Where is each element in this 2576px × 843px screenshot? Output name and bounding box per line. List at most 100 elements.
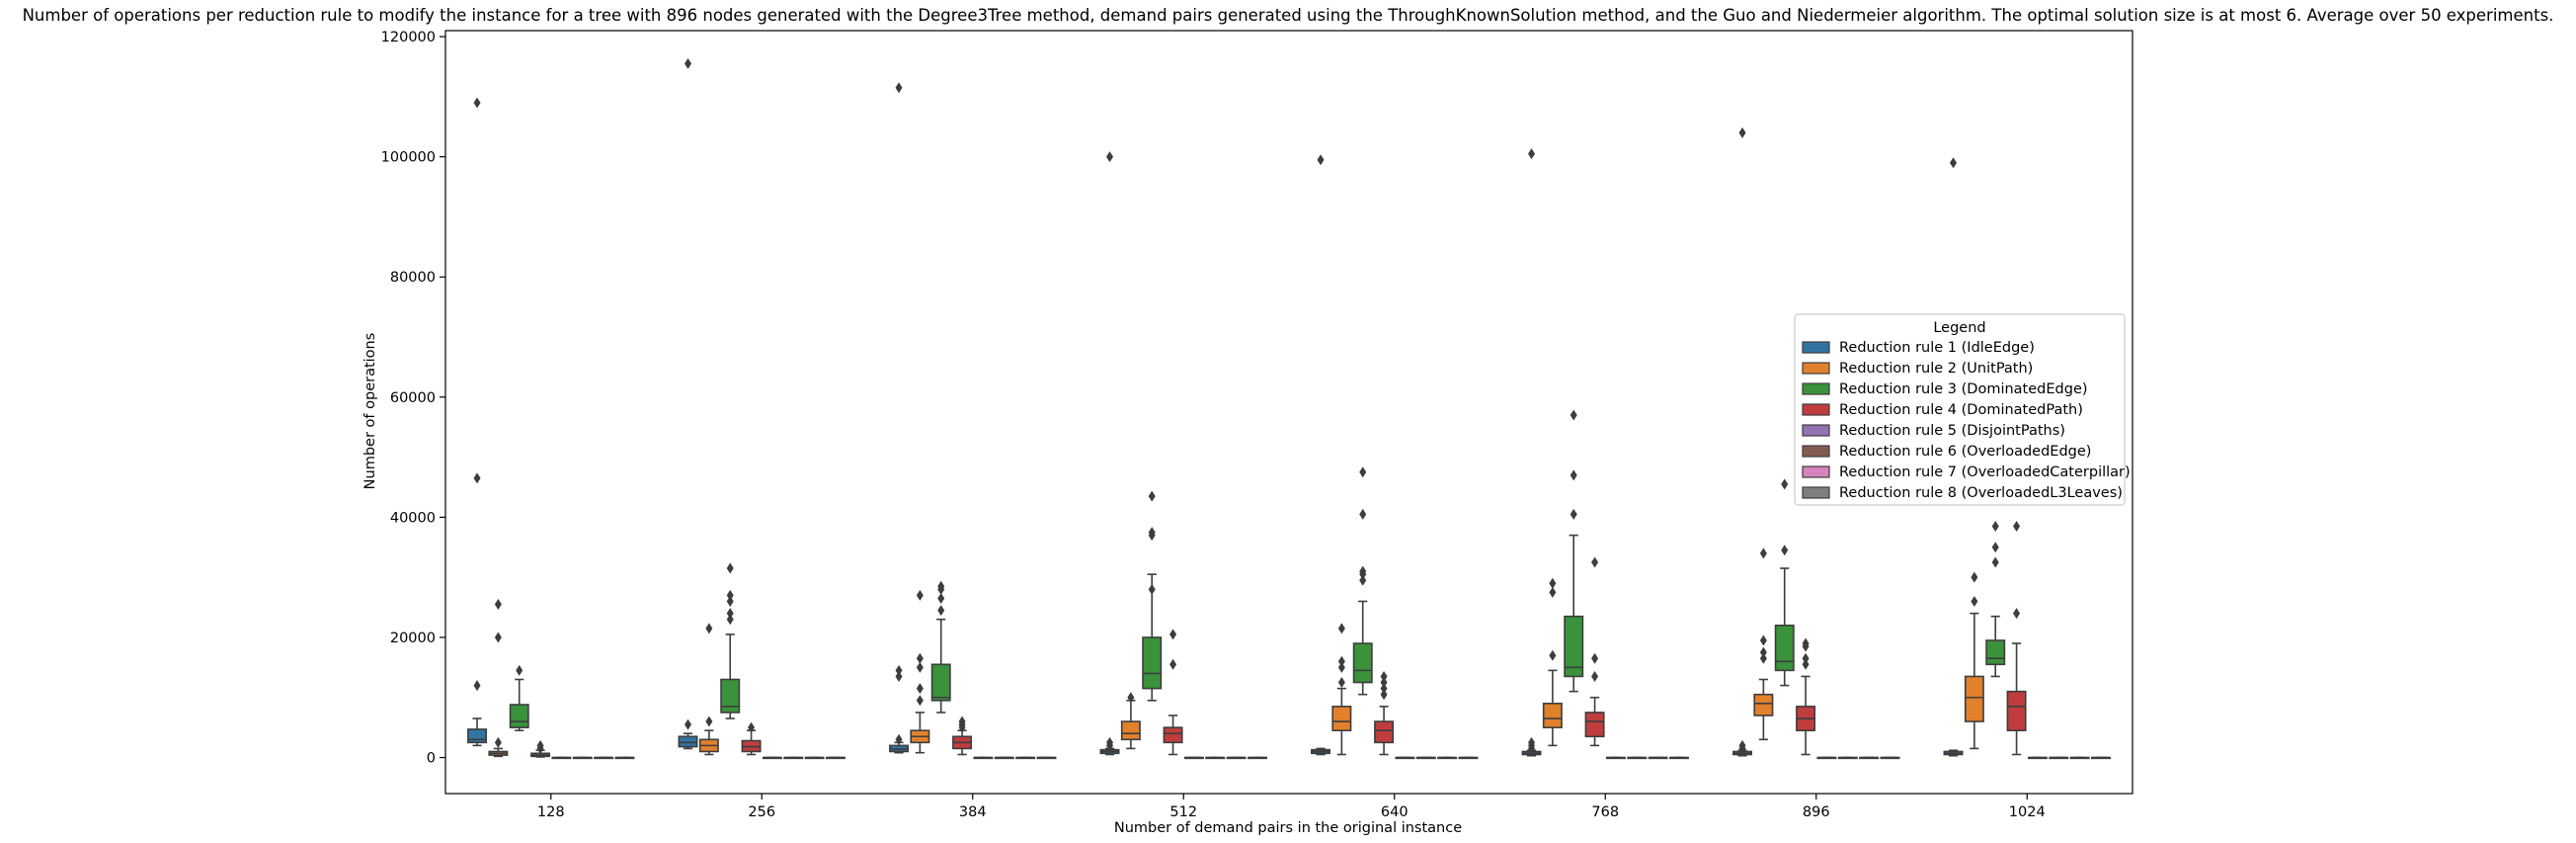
legend-title: Legend <box>1933 320 1985 336</box>
outlier-marker <box>1971 595 1978 607</box>
outlier-marker <box>1380 683 1388 695</box>
box-body <box>1352 642 1373 684</box>
box-384-rule-3 <box>930 580 951 714</box>
outlier-marker <box>1317 154 1325 166</box>
box-256-rule-8 <box>825 756 845 760</box>
box-384-rule-8 <box>1036 756 1057 760</box>
outlier-marker <box>1991 556 1999 568</box>
outlier-marker <box>1991 542 1999 553</box>
x-tick-label: 1024 <box>2009 804 2046 820</box>
box-640-rule-8 <box>1458 756 1479 760</box>
legend-entry-label: Reduction rule 1 (IdleEdge) <box>1839 340 2035 356</box>
box-512-rule-7 <box>1226 756 1247 760</box>
outlier-marker <box>937 580 945 592</box>
outlier-marker <box>1549 649 1557 661</box>
box-256-rule-7 <box>804 756 825 760</box>
legend-entry-label: Reduction rule 8 (OverloadedL3Leaves) <box>1839 485 2123 501</box>
x-axis-label: Number of demand pairs in the original i… <box>1114 820 1462 836</box>
outlier-marker <box>895 664 903 676</box>
box-896-rule-4 <box>1796 637 1816 756</box>
box-384-rule-1 <box>889 82 909 754</box>
legend-entry-label: Reduction rule 3 (DominatedEdge) <box>1839 381 2088 397</box>
outlier-marker <box>937 605 945 617</box>
outlier-marker <box>1359 565 1367 577</box>
box-896-rule-2 <box>1753 548 1774 741</box>
outlier-marker <box>1971 571 1978 583</box>
outlier-marker <box>1380 677 1388 689</box>
legend-swatch <box>1802 362 1830 375</box>
outlier-marker <box>1337 677 1345 689</box>
outlier-marker <box>1570 469 1577 481</box>
box-body <box>678 735 698 748</box>
outlier-marker <box>473 97 481 109</box>
box-128-rule-7 <box>594 756 614 760</box>
box-640-rule-3 <box>1352 466 1373 696</box>
outlier-marker <box>916 589 924 601</box>
outlier-marker <box>494 736 502 748</box>
outlier-marker <box>916 683 924 695</box>
outlier-marker <box>473 680 481 692</box>
chart-title: Number of operations per reduction rule … <box>23 6 2554 25</box>
y-tick-label: 40000 <box>390 510 436 526</box>
outlier-marker <box>684 57 692 69</box>
outlier-marker <box>1528 736 1536 748</box>
box-512-rule-4 <box>1163 629 1183 756</box>
legend-frame <box>1794 313 2126 506</box>
box-512-rule-3 <box>1142 490 1163 702</box>
outlier-marker <box>1337 623 1345 634</box>
outlier-marker <box>916 661 924 673</box>
box-512-rule-8 <box>1248 756 1267 760</box>
outlier-marker <box>1759 634 1767 646</box>
outlier-marker <box>1549 577 1557 589</box>
outlier-marker <box>1950 157 1958 169</box>
outlier-marker <box>494 632 502 643</box>
box-body <box>1331 706 1352 731</box>
outlier-marker <box>473 472 481 484</box>
box-128-rule-1 <box>467 97 488 747</box>
y-tick-label: 0 <box>427 751 436 767</box>
x-tick-label: 640 <box>1381 804 1409 820</box>
box-1024-rule-3 <box>1985 520 2006 678</box>
box-512-rule-2 <box>1120 692 1141 750</box>
outlier-marker <box>1148 527 1156 539</box>
box-128-rule-6 <box>572 756 593 760</box>
box-body <box>1964 675 1984 722</box>
outlier-marker <box>1106 151 1114 163</box>
box-256-rule-3 <box>720 562 741 719</box>
legend-swatch <box>1802 465 1830 478</box>
legend-swatch <box>1802 486 1830 499</box>
outlier-marker <box>916 652 924 664</box>
outlier-marker <box>536 739 544 751</box>
box-256-rule-4 <box>741 721 762 756</box>
box-768-rule-4 <box>1584 556 1605 747</box>
box-128-rule-3 <box>509 664 529 731</box>
box-body <box>930 663 951 702</box>
box-128-rule-2 <box>488 599 509 758</box>
y-tick-label: 120000 <box>381 30 436 45</box>
legend-swatch <box>1802 382 1830 395</box>
box-384-rule-2 <box>910 589 930 754</box>
box-896-rule-3 <box>1774 478 1795 687</box>
outlier-marker <box>726 608 734 620</box>
box-body <box>467 728 488 744</box>
outlier-marker <box>1759 652 1767 664</box>
outlier-marker <box>1570 508 1577 520</box>
box-384-rule-4 <box>952 716 973 756</box>
box-512-rule-6 <box>1205 756 1226 760</box>
box-384-rule-5 <box>973 756 994 760</box>
legend-swatch <box>1802 403 1830 416</box>
outlier-marker <box>1380 689 1388 701</box>
outlier-marker <box>958 716 966 727</box>
outlier-marker <box>1781 478 1789 490</box>
box-body <box>1374 720 1395 744</box>
box-body <box>1774 624 1795 672</box>
outlier-marker <box>1781 545 1789 556</box>
box-640-rule-7 <box>1437 756 1458 760</box>
box-640-rule-5 <box>1395 756 1415 760</box>
box-768-rule-2 <box>1542 577 1563 747</box>
box-640-rule-2 <box>1331 623 1352 756</box>
box-1024-rule-7 <box>2069 756 2090 760</box>
outlier-marker <box>1759 548 1767 559</box>
x-tick-label: 128 <box>537 804 565 820</box>
x-tick-label: 896 <box>1803 804 1830 820</box>
